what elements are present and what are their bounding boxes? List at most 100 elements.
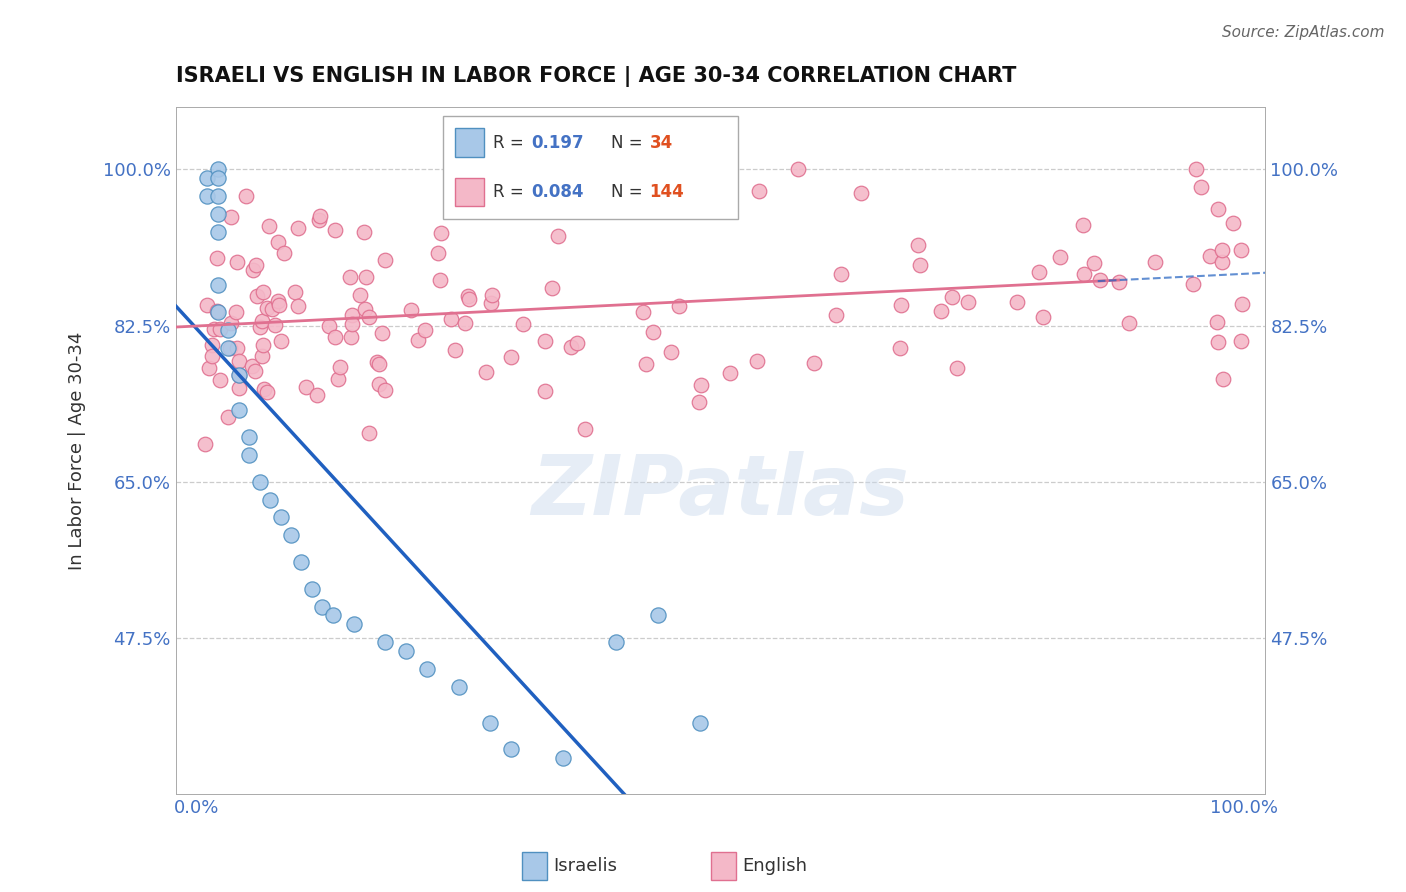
Point xyxy=(430,226,453,240)
Text: 0.084: 0.084 xyxy=(531,183,583,201)
Bar xyxy=(454,178,484,206)
Text: N =: N = xyxy=(612,183,648,201)
Point xyxy=(366,355,388,369)
Point xyxy=(301,582,323,596)
Point xyxy=(1032,310,1054,325)
Point xyxy=(208,322,231,336)
Point xyxy=(263,318,285,332)
Point xyxy=(284,285,307,299)
Point xyxy=(889,342,911,356)
Point xyxy=(659,344,682,359)
Point xyxy=(700,169,723,183)
Point xyxy=(440,312,463,326)
Point xyxy=(475,365,498,379)
Point xyxy=(270,334,292,349)
Point xyxy=(225,305,247,319)
Point xyxy=(534,334,557,348)
Point xyxy=(849,186,872,200)
Point xyxy=(1232,297,1254,311)
Point xyxy=(349,287,371,301)
Point xyxy=(356,269,378,284)
Point xyxy=(534,384,557,399)
Point xyxy=(745,354,768,368)
Point xyxy=(228,381,250,395)
Point xyxy=(194,437,217,451)
Point xyxy=(1005,294,1028,309)
Point xyxy=(256,385,278,400)
Point xyxy=(1071,218,1094,232)
Point xyxy=(1108,275,1130,289)
Point xyxy=(311,599,333,614)
Point xyxy=(1211,243,1233,257)
Point xyxy=(205,252,228,266)
Bar xyxy=(522,853,547,880)
Point xyxy=(1118,316,1140,330)
Point xyxy=(553,751,575,765)
Point xyxy=(243,364,266,378)
Point xyxy=(633,304,655,318)
Point xyxy=(413,323,436,337)
Point xyxy=(479,715,502,730)
Point xyxy=(259,219,281,234)
Point xyxy=(249,475,271,489)
Point xyxy=(374,635,396,649)
Point xyxy=(219,316,242,330)
Point xyxy=(259,492,281,507)
Point xyxy=(228,354,250,368)
Point xyxy=(647,608,669,623)
Point xyxy=(195,189,218,203)
Point xyxy=(340,317,363,331)
Point xyxy=(1206,202,1229,216)
Point xyxy=(367,377,389,392)
Point xyxy=(207,207,229,221)
Text: 0.197: 0.197 xyxy=(531,134,583,152)
Point xyxy=(256,301,278,315)
Point xyxy=(225,255,247,269)
Point xyxy=(1206,315,1229,329)
Point xyxy=(228,403,250,417)
Point xyxy=(267,294,290,309)
Point xyxy=(287,299,309,313)
Point xyxy=(305,388,328,402)
Point xyxy=(273,246,295,260)
Point xyxy=(267,298,290,312)
Point xyxy=(280,528,302,542)
Point xyxy=(956,295,979,310)
Point xyxy=(328,372,350,386)
Point xyxy=(605,635,627,649)
Point xyxy=(294,380,316,394)
Point xyxy=(207,304,229,318)
Point xyxy=(1143,255,1166,269)
Text: R =: R = xyxy=(494,183,529,201)
Point xyxy=(208,373,231,387)
Text: ISRAELI VS ENGLISH IN LABOR FORCE | AGE 30-34 CORRELATION CHART: ISRAELI VS ENGLISH IN LABOR FORCE | AGE … xyxy=(176,66,1017,87)
Point xyxy=(907,238,929,252)
Point xyxy=(353,226,375,240)
Point xyxy=(322,608,344,623)
Point xyxy=(941,290,963,304)
Point xyxy=(308,213,330,227)
Point xyxy=(207,171,229,186)
Point xyxy=(1211,255,1233,269)
Point xyxy=(201,349,224,363)
Point xyxy=(238,430,260,444)
Point xyxy=(1083,255,1105,269)
Point xyxy=(1182,277,1205,292)
Point xyxy=(574,422,596,436)
Point xyxy=(1185,162,1208,177)
Point xyxy=(262,301,284,316)
Point xyxy=(308,209,330,223)
Point xyxy=(1230,334,1253,348)
Point xyxy=(458,293,481,307)
Point xyxy=(195,171,218,186)
Point xyxy=(318,318,340,333)
Point xyxy=(481,296,503,310)
Point xyxy=(910,258,932,272)
Point xyxy=(1212,371,1234,385)
Point xyxy=(245,258,267,272)
Point xyxy=(270,510,292,524)
Point xyxy=(329,359,352,374)
Point xyxy=(1090,272,1112,286)
Point xyxy=(636,357,658,371)
Point xyxy=(252,285,274,300)
